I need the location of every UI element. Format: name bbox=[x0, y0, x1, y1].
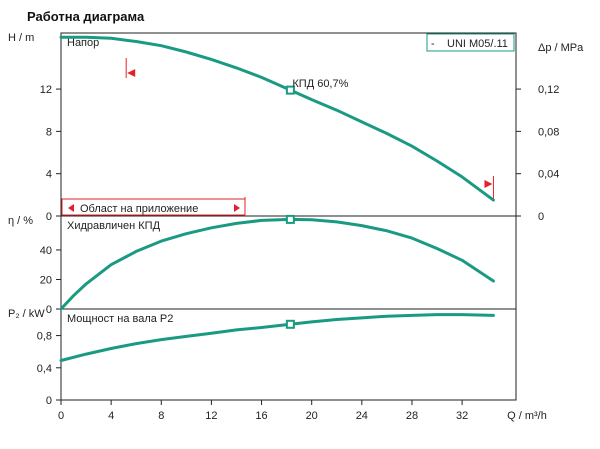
range-start-arrow bbox=[127, 69, 136, 77]
y2-tick-label: 0,12 bbox=[538, 84, 559, 96]
y2-tick-label: 0 bbox=[538, 211, 544, 223]
y-axis-label-efficiency: η / % bbox=[8, 215, 33, 227]
legend-text: UNI M05/.11 bbox=[447, 38, 508, 50]
x-tick-label: 28 bbox=[406, 410, 418, 422]
x-tick-label: 24 bbox=[356, 410, 368, 422]
legend-marker: - bbox=[431, 38, 435, 50]
y2-axis-label: Δp / MPa bbox=[538, 42, 584, 54]
duty-point-annotation: КПД 60,7% bbox=[292, 78, 348, 90]
y-tick-label: 0 bbox=[46, 304, 52, 316]
legend-box bbox=[426, 33, 515, 52]
range-end-arrow bbox=[484, 180, 493, 188]
panel-title-power: Мощност на вала P2 bbox=[67, 313, 173, 325]
chart-title: Работна диаграма bbox=[27, 9, 145, 24]
y-axis-label-head: H / m bbox=[8, 32, 34, 44]
x-tick-label: 20 bbox=[306, 410, 318, 422]
x-tick-label: 8 bbox=[158, 410, 164, 422]
range-label-left-arrow bbox=[68, 204, 74, 212]
panel-title-efficiency: Хидравличен КПД bbox=[67, 220, 161, 232]
series-line-head bbox=[59, 35, 495, 202]
y-tick-label: 0 bbox=[46, 211, 52, 223]
series-line-power bbox=[59, 313, 495, 362]
y-tick-label: 0,4 bbox=[37, 363, 52, 375]
panel-title-head: Напор bbox=[67, 37, 99, 49]
y-tick-label: 4 bbox=[46, 169, 52, 181]
duty-point-marker-power bbox=[285, 319, 295, 329]
y2-tick-label: 0,04 bbox=[538, 169, 559, 181]
x-tick-label: 32 bbox=[456, 410, 468, 422]
x-tick-label: 4 bbox=[108, 410, 114, 422]
y-tick-label: 0,8 bbox=[37, 331, 52, 343]
series-line-efficiency bbox=[59, 217, 495, 311]
x-tick-label: 0 bbox=[58, 410, 64, 422]
duty-point-marker-head bbox=[285, 85, 295, 95]
x-tick-label: 12 bbox=[205, 410, 217, 422]
y-tick-label: 8 bbox=[46, 126, 52, 138]
y-tick-label: 12 bbox=[40, 84, 52, 96]
y-tick-label: 40 bbox=[40, 245, 52, 257]
y-tick-label: 0 bbox=[46, 395, 52, 407]
x-axis-label: Q / m³/h bbox=[507, 410, 547, 422]
y-tick-label: 20 bbox=[40, 274, 52, 286]
range-label-right-arrow bbox=[234, 204, 240, 212]
duty-point-marker-efficiency bbox=[285, 214, 295, 224]
x-tick-label: 16 bbox=[255, 410, 267, 422]
y2-tick-label: 0,08 bbox=[538, 126, 559, 138]
plot-frame-head bbox=[60, 32, 517, 217]
y-axis-label-power: P₂ / kW bbox=[8, 308, 45, 320]
range-label-text: Област на приложение bbox=[80, 203, 198, 215]
plot-frame-power bbox=[60, 308, 517, 401]
